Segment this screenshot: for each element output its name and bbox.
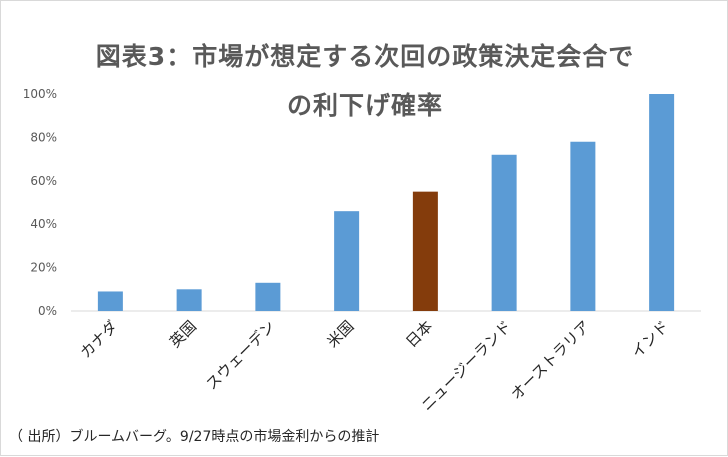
x-tick-label: インド [628, 317, 673, 362]
y-tick-label: 100% [23, 87, 57, 101]
y-tick-label: 40% [30, 217, 57, 231]
y-axis-ticks: 0% 20% 40% 60% 80% 100% [23, 87, 57, 318]
bar [176, 289, 202, 311]
chart-title-line-2: の利下げ確率 [286, 91, 443, 120]
bar [334, 211, 360, 311]
x-tick-label: スウェーデン [202, 317, 278, 393]
x-tick-label: 英国 [166, 317, 200, 351]
bar [97, 291, 123, 311]
y-tick-label: 80% [30, 130, 57, 144]
bar [412, 191, 438, 311]
bars [97, 94, 675, 311]
x-tick-label: カナダ [77, 317, 122, 362]
x-tick-label: 米国 [324, 317, 358, 351]
x-tick-label: 日本 [402, 317, 436, 351]
chart-title-line-1: 図表3：市場が想定する次回の政策決定会合で [95, 42, 635, 71]
bar [649, 94, 675, 311]
bar [255, 282, 281, 311]
x-tick-label: オーストラリア [507, 317, 593, 403]
bar [491, 154, 517, 311]
source-note: （ 出所）ブルームバーグ。9/27時点の市場金利からの推計 [9, 429, 380, 445]
y-tick-label: 20% [30, 261, 57, 275]
y-tick-label: 60% [30, 174, 57, 188]
bar [570, 141, 596, 311]
y-tick-label: 0% [38, 304, 57, 318]
